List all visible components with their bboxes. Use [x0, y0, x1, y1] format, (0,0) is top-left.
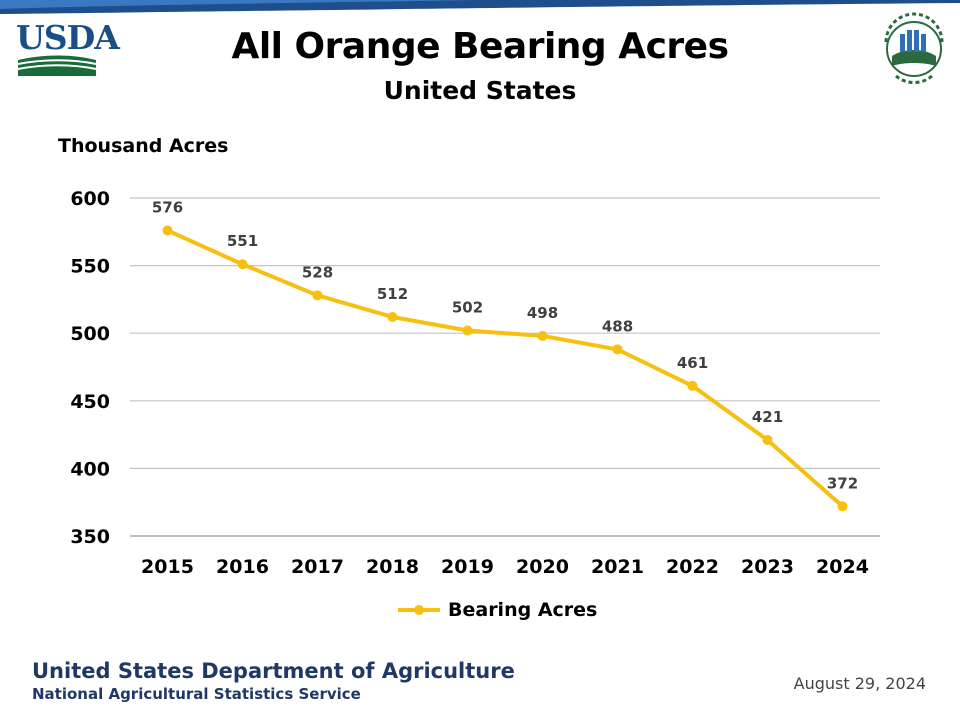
footer-department: United States Department of Agriculture — [32, 659, 515, 683]
data-label: 551 — [227, 232, 258, 250]
data-label: 488 — [602, 317, 633, 335]
line-chart: 350 400 450 500 550 600 2015 2016 2017 2018 2019 20… — [70, 188, 880, 578]
chart-subtitle: United States — [383, 76, 577, 105]
data-point — [237, 259, 248, 270]
x-tick-label: 2015 — [141, 556, 194, 578]
usda-logo-text: USDA — [16, 18, 120, 57]
data-label: 528 — [302, 263, 333, 281]
x-tick-label: 2019 — [441, 556, 494, 578]
data-point — [162, 225, 173, 236]
y-axis-unit-label: Thousand Acres — [58, 135, 229, 157]
legend-label: Bearing Acres — [448, 599, 598, 621]
x-tick-label: 2024 — [816, 556, 869, 578]
y-tick-label: 550 — [70, 256, 110, 278]
data-label: 512 — [377, 285, 408, 303]
data-point — [612, 344, 623, 355]
footer-date: August 29, 2024 — [793, 674, 926, 693]
data-point — [537, 330, 548, 341]
data-point — [762, 435, 773, 446]
agriculture-counts-seal-icon — [884, 12, 944, 84]
usda-logo: USDA — [14, 14, 120, 80]
data-label: 421 — [752, 408, 783, 426]
x-tick-label: 2022 — [666, 556, 719, 578]
x-tick-label: 2018 — [366, 556, 419, 578]
data-point — [837, 501, 848, 512]
y-tick-label: 500 — [70, 323, 110, 345]
data-point — [462, 325, 473, 336]
chart-legend: Bearing Acres — [396, 597, 597, 623]
x-tick-label: 2017 — [291, 556, 344, 578]
data-label: 372 — [827, 474, 858, 492]
y-tick-label: 600 — [70, 188, 110, 210]
usda-logo-graphic — [17, 55, 97, 76]
data-point — [687, 380, 698, 391]
data-label: 498 — [527, 304, 558, 322]
x-tick-label: 2023 — [741, 556, 794, 578]
x-tick-label: 2021 — [591, 556, 644, 578]
data-point — [387, 311, 398, 322]
data-point — [312, 290, 323, 301]
y-tick-label: 400 — [70, 458, 110, 480]
y-tick-label: 350 — [70, 526, 110, 548]
data-label: 576 — [152, 198, 183, 216]
data-label: 502 — [452, 298, 483, 316]
x-tick-label: 2020 — [516, 556, 569, 578]
chart-title: All Orange Bearing Acres — [231, 26, 729, 67]
series-line-bearing-acres — [166, 228, 844, 508]
legend-marker — [398, 605, 440, 615]
footer-service: National Agricultural Statistics Service — [32, 685, 361, 703]
y-tick-label: 450 — [70, 391, 110, 413]
header-band — [0, 0, 960, 14]
x-tick-label: 2016 — [216, 556, 269, 578]
data-label: 461 — [677, 354, 708, 372]
agriculture-counts-logo — [874, 12, 954, 86]
